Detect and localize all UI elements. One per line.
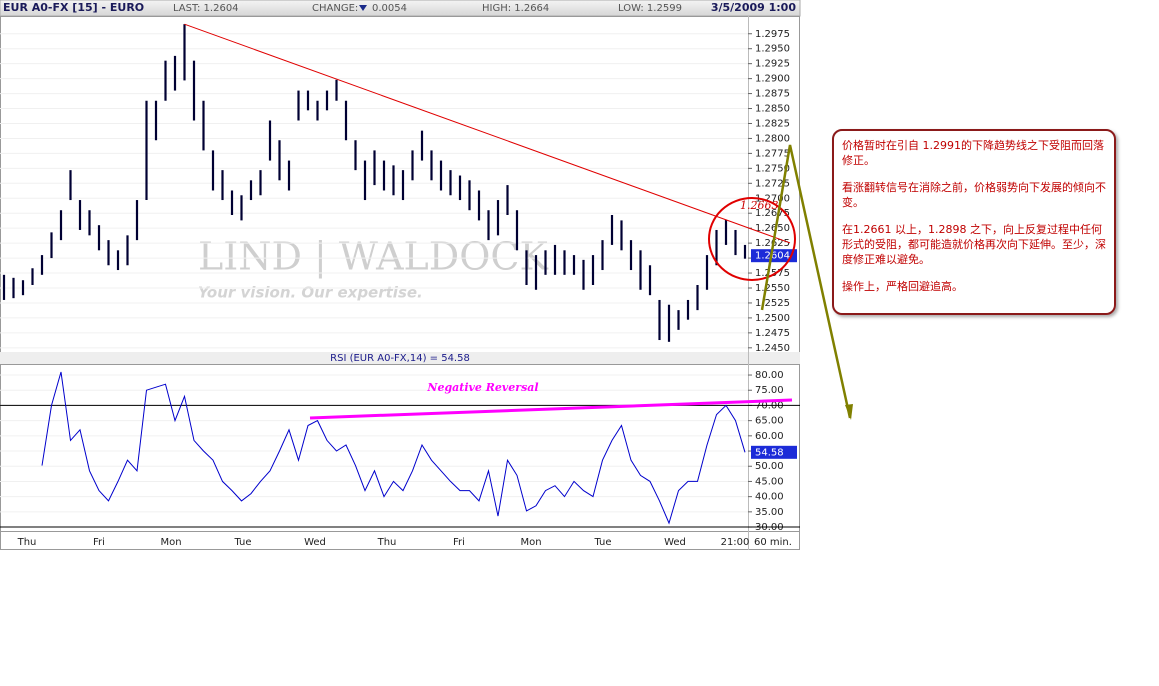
rsi-line	[41, 371, 746, 525]
watermark-slogan: Your vision. Our expertise.	[198, 284, 423, 302]
arrow-head	[845, 404, 853, 420]
y-tick-label: 1.2475	[755, 328, 790, 339]
trendline	[184, 23, 791, 244]
y-tick-label: 1.2650	[755, 223, 790, 234]
rsi-marker: 54.58	[755, 447, 784, 458]
callout-label: 1.2663	[740, 199, 779, 212]
rsi-title-bar	[0, 352, 800, 364]
arrow	[760, 144, 852, 419]
y-tick-label: 35.00	[755, 507, 784, 518]
y-tick-label: 1.2750	[755, 163, 790, 174]
interval-label: 60 min.	[754, 537, 792, 548]
x-tick-label: Wed	[664, 537, 686, 548]
x-tick-label: Thu	[17, 537, 37, 548]
x-tick-label: Tue	[593, 537, 611, 548]
rsi-title: RSI (EUR A0-FX,14) = 54.58	[330, 353, 470, 364]
note-text: 看涨翻转信号在消除之前，价格弱势向下发展的倾向不变。	[842, 181, 1106, 209]
y-tick-label: 65.00	[755, 416, 784, 427]
rsi-marker-box	[751, 445, 797, 459]
y-tick-label: 1.2575	[755, 268, 790, 279]
y-tick-label: 1.2875	[755, 89, 790, 100]
x-tick-label: 21:00	[721, 537, 750, 548]
x-tick-label: Wed	[304, 537, 326, 548]
x-tick-label: Thu	[377, 537, 397, 548]
price-marker-box	[751, 249, 797, 263]
y-tick-label: 1.2900	[755, 74, 790, 85]
high: HIGH: 1.2664	[482, 3, 549, 14]
y-tick-label: 60.00	[755, 431, 784, 442]
callout-circle	[708, 197, 796, 281]
x-tick-label: Fri	[453, 537, 465, 548]
y-tick-label: 80.00	[755, 370, 784, 381]
reversal-line	[309, 398, 793, 420]
last: LAST: 1.2604	[173, 3, 239, 14]
change: 0.0054	[372, 3, 407, 14]
symbol: EUR A0-FX [15] - EURO	[3, 1, 144, 14]
y-tick-label: 1.2975	[755, 29, 790, 40]
y-tick-label: 1.2825	[755, 118, 790, 129]
reversal-label: Negative Reversal	[426, 381, 538, 394]
frame	[0, 16, 800, 550]
note-text: 操作上，严格回避追高。	[842, 280, 963, 293]
y-tick-label: 40.00	[755, 492, 784, 503]
y-tick-label: 1.2675	[755, 208, 790, 219]
y-tick-label: 1.2700	[755, 193, 790, 204]
datetime: 3/5/2009 1:00	[711, 1, 796, 14]
x-tick-label: Mon	[520, 537, 541, 548]
x-tick-label: Tue	[233, 537, 251, 548]
y-tick-label: 1.2925	[755, 59, 790, 70]
x-tick-label: Mon	[160, 537, 181, 548]
watermark-brand: LIND | WALDOCK	[198, 235, 548, 279]
y-tick-label: 1.2775	[755, 148, 790, 159]
annotation-box: 价格暂时在引自 1.2991的下降趋势线之下受阻而回落修正。 看涨翻转信号在消除…	[832, 129, 1116, 315]
y-tick-label: 1.2525	[755, 298, 790, 309]
y-tick-label: 75.00	[755, 385, 784, 396]
note-text: 价格暂时在引自 1.2991的下降趋势线之下受阻而回落修正。	[842, 139, 1104, 167]
y-tick-label: 1.2850	[755, 104, 790, 115]
down-arrow	[359, 5, 367, 11]
y-tick-label: 1.2950	[755, 44, 790, 55]
y-tick-label: 1.2800	[755, 133, 790, 144]
y-tick-label: 1.2725	[755, 178, 790, 189]
change-label: CHANGE:	[312, 3, 358, 14]
low: LOW: 1.2599	[618, 3, 682, 14]
y-tick-label: 45.00	[755, 476, 784, 487]
y-tick-label: 1.2450	[755, 343, 790, 354]
x-tick-label: Fri	[93, 537, 105, 548]
price-marker: 1.2604	[755, 251, 790, 262]
note-text: 在1.2661 以上，1.2898 之下，向上反复过程中任何形式的受阻，都可能造…	[842, 223, 1106, 266]
y-tick-label: 1.2550	[755, 283, 790, 294]
y-tick-label: 1.2500	[755, 313, 790, 324]
y-tick-label: 50.00	[755, 461, 784, 472]
